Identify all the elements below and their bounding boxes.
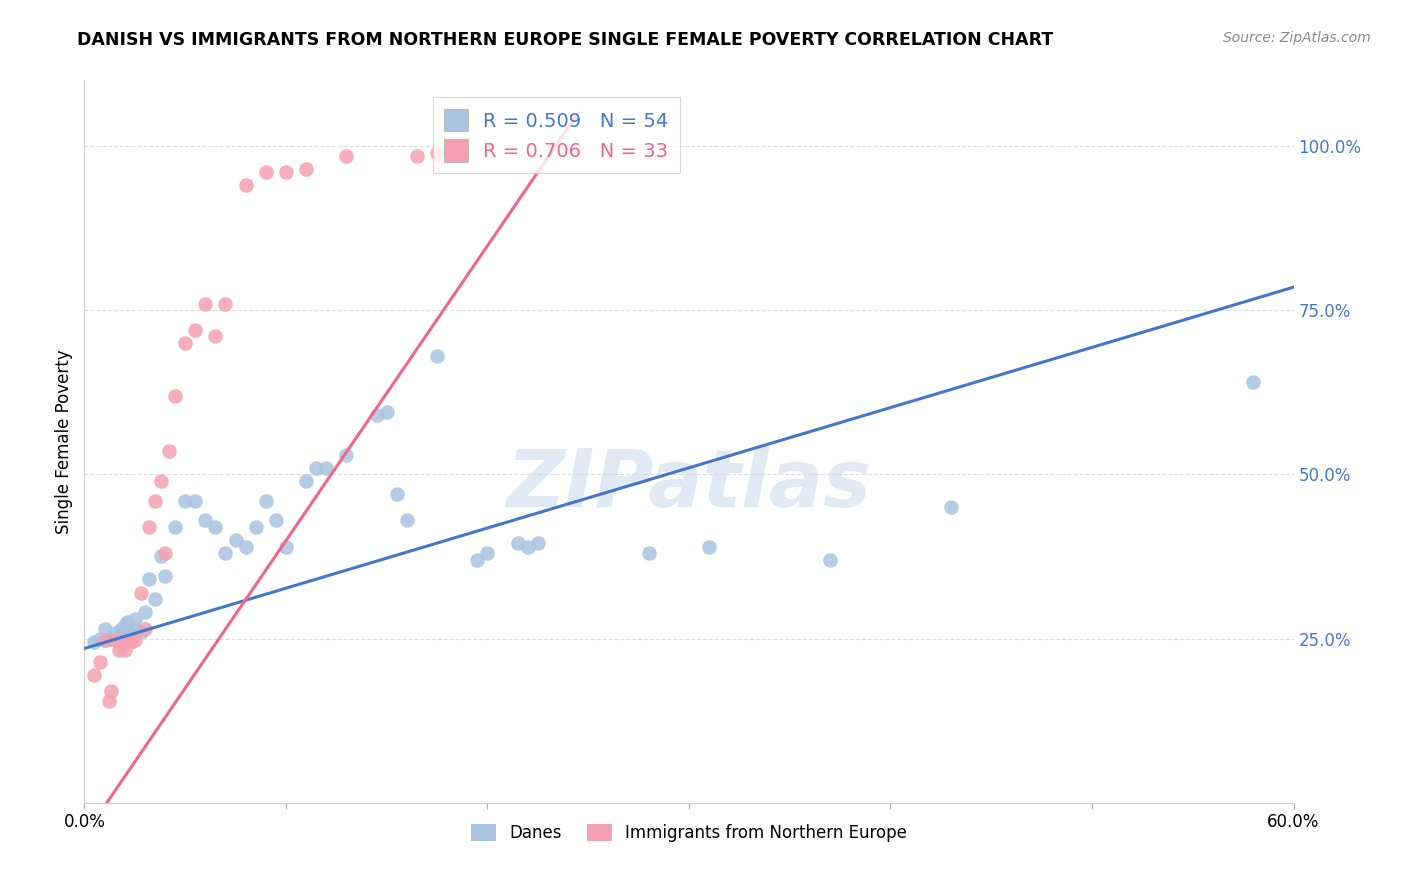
Point bbox=[254, 165, 277, 179]
Point bbox=[264, 513, 287, 527]
Point bbox=[165, 388, 187, 402]
Point bbox=[385, 487, 408, 501]
Point bbox=[114, 618, 136, 632]
Point bbox=[235, 540, 257, 554]
Point bbox=[124, 632, 146, 647]
Point bbox=[204, 329, 226, 343]
Point bbox=[426, 349, 449, 363]
Legend: Danes, Immigrants from Northern Europe: Danes, Immigrants from Northern Europe bbox=[464, 817, 914, 848]
Point bbox=[149, 549, 172, 564]
Point bbox=[235, 178, 257, 193]
Point bbox=[477, 546, 499, 560]
Point bbox=[697, 540, 720, 554]
Point bbox=[110, 622, 132, 636]
Point bbox=[335, 149, 357, 163]
Point bbox=[89, 655, 111, 669]
Point bbox=[305, 460, 328, 475]
Point bbox=[174, 336, 197, 351]
Point bbox=[83, 635, 105, 649]
Point bbox=[184, 323, 207, 337]
Point bbox=[100, 684, 122, 698]
Text: ZIPatlas: ZIPatlas bbox=[506, 446, 872, 524]
Point bbox=[254, 493, 277, 508]
Point bbox=[516, 540, 538, 554]
Point bbox=[107, 643, 129, 657]
Text: Source: ZipAtlas.com: Source: ZipAtlas.com bbox=[1223, 31, 1371, 45]
Point bbox=[637, 546, 659, 560]
Point bbox=[214, 296, 236, 310]
Point bbox=[104, 632, 127, 647]
Point bbox=[89, 632, 111, 646]
Point bbox=[143, 493, 166, 508]
Text: DANISH VS IMMIGRANTS FROM NORTHERN EUROPE SINGLE FEMALE POVERTY CORRELATION CHAR: DANISH VS IMMIGRANTS FROM NORTHERN EUROP… bbox=[77, 31, 1053, 49]
Point bbox=[153, 546, 176, 560]
Point bbox=[120, 630, 142, 644]
Point bbox=[129, 625, 152, 640]
Point bbox=[110, 635, 132, 649]
Y-axis label: Single Female Poverty: Single Female Poverty bbox=[55, 350, 73, 533]
Point bbox=[506, 536, 529, 550]
Point bbox=[818, 553, 841, 567]
Point bbox=[315, 460, 337, 475]
Point bbox=[467, 553, 489, 567]
Point bbox=[406, 149, 429, 163]
Point bbox=[138, 520, 160, 534]
Point bbox=[97, 632, 120, 646]
Point bbox=[115, 615, 138, 630]
Point bbox=[149, 474, 172, 488]
Point bbox=[93, 632, 115, 647]
Point bbox=[114, 632, 136, 647]
Point bbox=[143, 592, 166, 607]
Point bbox=[134, 622, 156, 636]
Point bbox=[118, 625, 141, 640]
Point bbox=[214, 546, 236, 560]
Point bbox=[107, 630, 129, 644]
Point bbox=[194, 296, 217, 310]
Point bbox=[194, 513, 217, 527]
Point bbox=[129, 585, 152, 599]
Point bbox=[134, 605, 156, 619]
Point bbox=[114, 632, 136, 647]
Point bbox=[153, 569, 176, 583]
Point bbox=[114, 643, 136, 657]
Point bbox=[174, 493, 197, 508]
Point bbox=[295, 474, 318, 488]
Point bbox=[184, 493, 207, 508]
Point bbox=[245, 520, 267, 534]
Point bbox=[124, 622, 146, 636]
Point bbox=[97, 694, 120, 708]
Point bbox=[395, 513, 418, 527]
Point bbox=[110, 632, 132, 647]
Point bbox=[83, 667, 105, 681]
Point bbox=[138, 573, 160, 587]
Point bbox=[225, 533, 247, 547]
Point bbox=[274, 540, 297, 554]
Point bbox=[93, 622, 115, 636]
Point bbox=[295, 161, 318, 176]
Point bbox=[120, 635, 142, 649]
Point bbox=[366, 409, 388, 423]
Point bbox=[1241, 376, 1264, 390]
Point bbox=[939, 500, 962, 515]
Point bbox=[93, 632, 115, 647]
Point bbox=[335, 448, 357, 462]
Point bbox=[527, 536, 550, 550]
Point bbox=[165, 520, 187, 534]
Point bbox=[118, 632, 141, 647]
Point bbox=[124, 612, 146, 626]
Point bbox=[104, 626, 127, 640]
Point bbox=[157, 444, 180, 458]
Point bbox=[426, 145, 449, 160]
Point bbox=[375, 405, 398, 419]
Point bbox=[104, 632, 127, 647]
Point bbox=[204, 520, 226, 534]
Point bbox=[274, 165, 297, 179]
